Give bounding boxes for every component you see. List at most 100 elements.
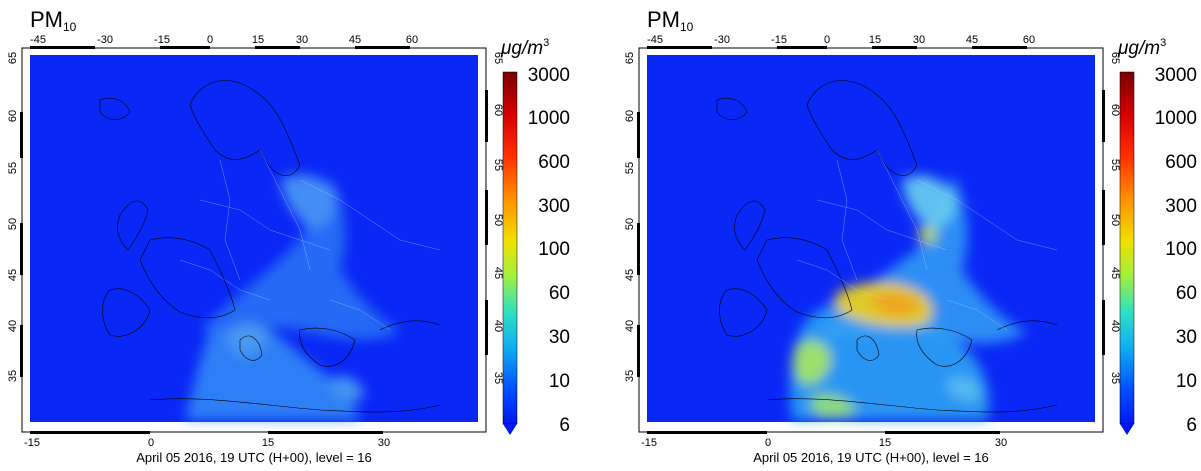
svg-text:100: 100 xyxy=(538,239,570,260)
svg-text:0: 0 xyxy=(148,437,154,449)
svg-text:55: 55 xyxy=(7,162,19,174)
bottom-axis-bars xyxy=(30,431,383,434)
panel-caption: April 05 2016, 19 UTC (H+00), level = 16 xyxy=(753,450,989,465)
svg-text:50: 50 xyxy=(7,218,19,230)
top-axis-ticks: -45 -30 -15 0 15 30 45 60 xyxy=(647,34,1035,46)
svg-text:15: 15 xyxy=(869,34,881,46)
svg-text:-15: -15 xyxy=(771,34,787,46)
svg-text:35: 35 xyxy=(492,372,504,384)
svg-text:30: 30 xyxy=(378,437,390,449)
svg-text:65: 65 xyxy=(1109,52,1121,64)
svg-text:55: 55 xyxy=(1109,159,1121,171)
svg-text:40: 40 xyxy=(1109,320,1121,332)
top-axis-bars xyxy=(30,46,410,49)
bottom-axis-ticks: -15 0 15 30 xyxy=(24,437,390,449)
pm10-plume xyxy=(790,175,1027,420)
svg-text:60: 60 xyxy=(406,34,418,46)
svg-text:50: 50 xyxy=(1109,214,1121,226)
svg-text:50: 50 xyxy=(624,218,636,230)
colorbar-unit: μg/m3 xyxy=(500,37,549,59)
colorbar-unit: μg/m3 xyxy=(1117,37,1166,59)
svg-text:40: 40 xyxy=(624,320,636,332)
left-axis-bars xyxy=(637,112,640,377)
svg-text:35: 35 xyxy=(624,370,636,382)
svg-text:6: 6 xyxy=(559,415,570,436)
svg-text:40: 40 xyxy=(492,320,504,332)
right-axis-bars xyxy=(485,90,488,355)
left-axis-ticks: 65 60 55 50 45 40 35 xyxy=(624,52,636,382)
panel-title: PM10 xyxy=(30,7,77,34)
svg-text:15: 15 xyxy=(252,34,264,46)
svg-text:60: 60 xyxy=(549,283,570,304)
svg-text:1000: 1000 xyxy=(528,108,570,129)
svg-text:60: 60 xyxy=(1109,104,1121,116)
svg-text:45: 45 xyxy=(7,269,19,281)
svg-text:-15: -15 xyxy=(641,437,657,449)
svg-text:-30: -30 xyxy=(97,34,113,46)
colorbar-ramp xyxy=(502,71,518,425)
svg-text:-45: -45 xyxy=(30,34,46,46)
colorbar-labels: 3000 1000 600 300 100 60 30 10 6 xyxy=(1155,65,1197,436)
svg-text:60: 60 xyxy=(7,110,19,122)
colorbar-under-arrow xyxy=(1120,424,1134,435)
svg-text:60: 60 xyxy=(1023,34,1035,46)
svg-text:50: 50 xyxy=(492,214,504,226)
top-axis-ticks: -45 -30 -15 0 15 30 45 60 xyxy=(30,34,418,46)
svg-text:45: 45 xyxy=(492,267,504,279)
colorbar: μg/m3 3000 1000 600 300 100 60 30 10 6 xyxy=(1117,37,1197,436)
bottom-axis-ticks: -15 0 15 30 xyxy=(641,437,1007,449)
svg-text:10: 10 xyxy=(549,371,570,392)
svg-text:3000: 3000 xyxy=(1155,65,1197,86)
colorbar-labels: 3000 1000 600 300 100 60 30 10 6 xyxy=(528,65,570,436)
svg-text:45: 45 xyxy=(624,269,636,281)
svg-text:60: 60 xyxy=(1176,283,1197,304)
svg-text:30: 30 xyxy=(995,437,1007,449)
svg-text:55: 55 xyxy=(624,162,636,174)
svg-text:55: 55 xyxy=(492,159,504,171)
svg-text:35: 35 xyxy=(7,370,19,382)
svg-text:1000: 1000 xyxy=(1155,108,1197,129)
panel-title: PM10 xyxy=(647,7,694,34)
coastlines xyxy=(716,80,1058,413)
right-axis-bars xyxy=(1102,90,1105,355)
top-axis-bars xyxy=(647,46,1027,49)
colorbar-under-arrow xyxy=(503,424,517,435)
svg-text:-15: -15 xyxy=(154,34,170,46)
panel-caption: April 05 2016, 19 UTC (H+00), level = 16 xyxy=(136,450,372,465)
svg-text:65: 65 xyxy=(7,52,19,64)
svg-text:30: 30 xyxy=(1176,327,1197,348)
left-axis-ticks: 65 60 55 50 45 40 35 xyxy=(7,52,19,382)
svg-text:6: 6 xyxy=(1186,415,1197,436)
svg-text:0: 0 xyxy=(765,437,771,449)
svg-text:60: 60 xyxy=(624,110,636,122)
country-borders xyxy=(179,149,441,331)
svg-text:3000: 3000 xyxy=(528,65,570,86)
panel-left: PM10 xyxy=(7,7,570,465)
svg-text:0: 0 xyxy=(207,34,213,46)
country-borders xyxy=(796,149,1058,331)
right-axis-ticks: 65 60 55 50 45 40 35 xyxy=(1109,52,1121,384)
right-axis-ticks: 65 60 55 50 45 40 35 xyxy=(492,52,504,384)
svg-text:100: 100 xyxy=(1165,239,1197,260)
svg-text:60: 60 xyxy=(492,104,504,116)
svg-text:300: 300 xyxy=(538,196,570,217)
coastlines xyxy=(99,80,441,413)
colorbar: μg/m3 3000 1000 600 300 100 60 30 10 6 xyxy=(500,37,570,436)
svg-text:0: 0 xyxy=(824,34,830,46)
svg-text:35: 35 xyxy=(1109,372,1121,384)
svg-text:300: 300 xyxy=(1165,196,1197,217)
svg-text:45: 45 xyxy=(966,34,978,46)
colorbar-ramp xyxy=(1119,71,1135,425)
svg-text:15: 15 xyxy=(262,437,274,449)
svg-text:45: 45 xyxy=(349,34,361,46)
svg-text:40: 40 xyxy=(7,320,19,332)
svg-text:65: 65 xyxy=(492,52,504,64)
svg-text:-45: -45 xyxy=(647,34,663,46)
svg-text:30: 30 xyxy=(296,34,308,46)
bottom-axis-bars xyxy=(647,431,1000,434)
svg-text:-30: -30 xyxy=(714,34,730,46)
svg-text:600: 600 xyxy=(538,152,570,173)
left-axis-bars xyxy=(20,112,23,377)
svg-text:45: 45 xyxy=(1109,267,1121,279)
